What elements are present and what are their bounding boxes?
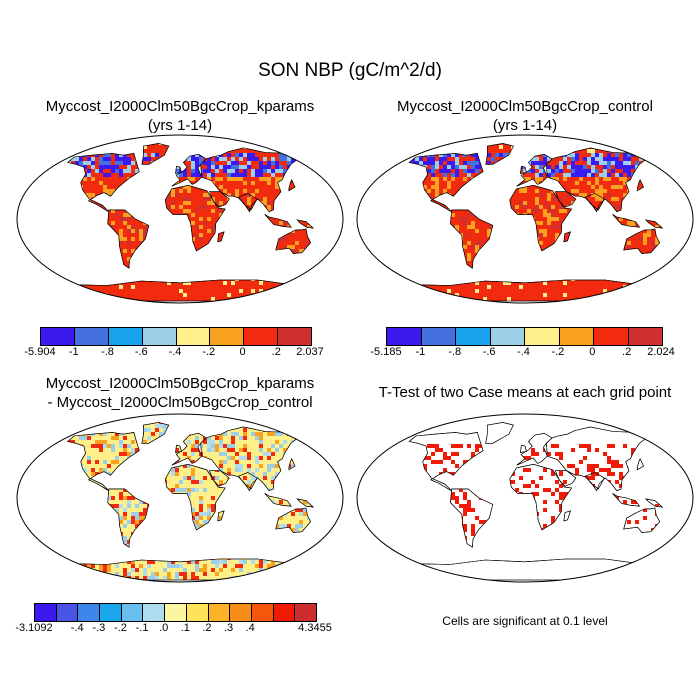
colorbar-tick-label: -.2 [551,346,565,358]
colorbar-difference [34,603,317,622]
colorbar-tick-label: -.8 [448,346,462,358]
colorbar-swatch [165,604,187,621]
panel-title-line2: (yrs 1-14) [147,117,213,134]
colorbar-swatch [74,328,109,345]
colorbar-tick-label: -.6 [482,346,496,358]
colorbar-labels-difference: -3.1092 -.4 -.3 -.2 -.1 .0 .1 .2 .3 .4 4.3455 [15,622,331,636]
colorbar-swatch [121,604,144,621]
colorbar-swatch [490,328,525,345]
colorbar-tick-label: .3 [223,622,234,634]
colorbar-kparams [40,327,312,346]
figure-title: SON NBP (gC/m^2/d) [258,60,442,81]
panel-title-kparams: Myccost_I2000Clm50BgcCrop_kparams (yrs 1… [15,97,345,135]
colorbar-swatch [143,604,166,621]
colorbar-swatch [41,328,75,345]
colorbar-swatch [559,328,594,345]
panel-title-line2: - Myccost_I2000Clm50BgcCrop_control [47,394,313,411]
colorbar-swatch [56,604,79,621]
panel-title-line1: Myccost_I2000Clm50BgcCrop_control [397,98,653,115]
map-difference [16,413,344,583]
colorbar-swatch [628,328,662,345]
colorbar-swatch [251,604,274,621]
colorbar-swatch [176,328,211,345]
map-kparams [16,134,344,304]
colorbar-tick-label: -.2 [202,346,216,358]
panel-title-line2: (yrs 1-14) [492,117,558,134]
colorbar-control [386,327,663,346]
colorbar-tick-label: .0 [159,622,169,634]
land-polygon [409,558,641,581]
land-polygon [644,498,664,508]
colorbar-swatch [142,328,177,345]
panel-title-difference: Myccost_I2000Clm50BgcCrop_kparams - Mycc… [15,374,345,412]
panel-title-line1: Myccost_I2000Clm50BgcCrop_kparams [45,98,315,115]
colorbar-swatch [230,604,252,621]
colorbar-tick-label: .2 [271,346,281,358]
colorbar-swatch [456,328,491,345]
colorbar-tick-label: .2 [622,346,632,358]
colorbar-tick-label: -5.185 [370,346,402,358]
colorbar-tick-label: 2.024 [647,346,675,358]
panel-title-line1: Myccost_I2000Clm50BgcCrop_kparams [45,375,315,392]
colorbar-tick-label: -1 [415,346,426,358]
land-polygon [450,209,494,269]
colorbar-swatch [208,604,231,621]
colorbar-swatch [295,604,316,621]
colorbar-swatch [210,328,245,345]
colorbar-tick-label: -.4 [70,622,84,634]
colorbar-swatch [108,328,143,345]
map-frame [16,413,344,583]
colorbar-tick-label: -.8 [101,346,114,358]
colorbar-tick-label: -5.904 [24,346,56,358]
map-ttest [356,413,694,583]
colorbar-tick-label: -.6 [134,346,148,358]
colorbar-tick-label: 0 [239,346,246,358]
colorbar-swatch [78,604,101,621]
colorbar-swatch [244,328,279,345]
colorbar-swatch [594,328,629,345]
panel-title-line1: T-Test of two Case means at each grid po… [378,384,672,401]
colorbar-tick-label: 2.037 [296,346,324,358]
map-control [356,134,694,304]
colorbar-tick-label: -3.1092 [15,622,53,634]
colorbar-tick-label: -.1 [135,622,149,634]
colorbar-tick-label: .2 [202,622,212,634]
land-polygon [408,432,484,491]
map-frame [16,134,344,304]
map-frame [356,134,694,304]
map-frame [356,413,694,583]
colorbar-labels-control: -5.185 -1 -.8 -.6 -.4 -.2 0 .2 2.024 [370,346,674,360]
colorbar-swatch [421,328,456,345]
colorbar-tick-label: -.4 [168,346,182,358]
colorbar-swatch [100,604,122,621]
colorbar-tick-label: 0 [589,346,596,358]
colorbar-swatch [278,328,311,345]
colorbar-swatch [35,604,57,621]
colorbar-tick-label: -1 [68,346,79,358]
colorbar-tick-label: .4 [245,622,255,634]
colorbar-swatch [387,328,422,345]
colorbar-labels-kparams: -5.904 -1 -.8 -.6 -.4 -.2 0 .2 2.037 [24,346,323,360]
colorbar-swatch [525,328,560,345]
significance-note: Cells are significant at 0.1 level [442,614,608,628]
panel-title-control: Myccost_I2000Clm50BgcCrop_control (yrs 1… [355,97,695,135]
colorbar-tick-label: -.2 [114,622,127,634]
land-polygon [644,219,664,229]
colorbar-swatch [273,604,296,621]
colorbar-swatch [186,604,209,621]
colorbar-tick-label: .1 [180,622,190,634]
colorbar-tick-label: 4.3455 [298,622,332,634]
colorbar-tick-label: -.4 [517,346,530,358]
panel-title-ttest: T-Test of two Case means at each grid po… [355,383,695,402]
colorbar-tick-label: -.3 [92,622,106,634]
